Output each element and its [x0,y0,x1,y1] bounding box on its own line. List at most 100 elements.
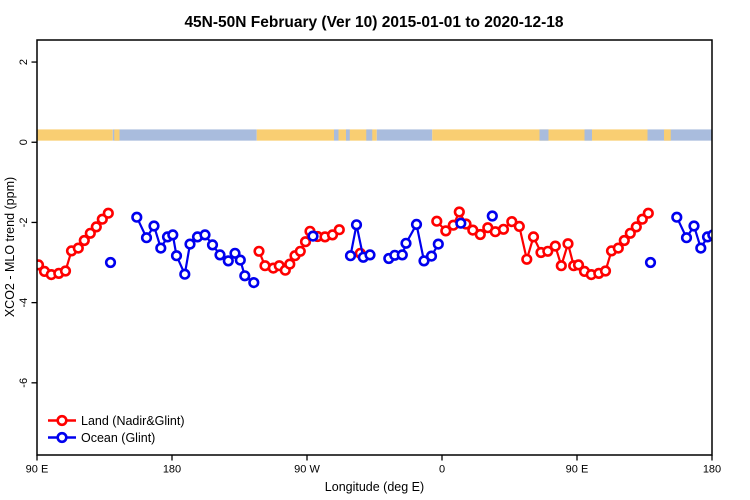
surface-segment-ocean [346,129,350,141]
data-point [618,234,630,247]
surface-segment-ocean [112,129,257,141]
data-point [431,215,443,227]
data-point [84,227,96,239]
data-point [396,249,408,261]
data-point [432,238,444,250]
data-point [400,237,412,249]
data-point [131,211,143,223]
data-point [527,231,540,243]
data-point [307,230,319,242]
data-point [486,210,498,222]
data-point [214,249,226,261]
data-point [350,219,363,231]
surface-segment-land [256,129,334,141]
series-ocean [104,210,712,289]
data-point [440,225,452,237]
data-point [630,221,642,233]
series-land [37,206,654,281]
plot-border [36,39,713,456]
surface-segment-land [338,129,377,141]
surface-segment-ocean [584,129,592,141]
surface-segment-ocean [366,129,373,141]
data-point [644,256,657,269]
x-tick-label: 0 [439,464,445,476]
surface-segment-ocean [539,129,549,141]
legend-label: Ocean (Glint) [81,431,155,445]
surface-segment-land [114,129,120,141]
data-point [140,232,153,244]
data-point [90,221,102,233]
data-point [364,249,376,261]
data-point [688,220,700,232]
data-point [624,227,636,239]
x-tick-label: 90 W [294,464,320,476]
data-point [344,250,357,262]
data-point [167,229,179,241]
legend-marker-icon [56,414,68,427]
data-point [612,242,624,254]
y-tick-label: -6 [18,378,30,388]
data-point [155,242,167,254]
data-point [599,265,612,277]
data-point [299,236,312,248]
data-point [695,242,707,254]
data-point [425,250,438,262]
y-axis-label: XCO2 - MLO trend (ppm) [3,177,17,317]
data-point [453,206,465,218]
data-point [179,268,191,280]
surface-segment-land [37,129,113,141]
data-point [513,220,525,232]
data-point [206,239,219,251]
data-point [59,265,72,277]
data-point [333,224,345,236]
y-tick-label: -2 [18,218,30,228]
data-point [239,270,251,282]
surface-segment-ocean [647,129,712,141]
legend-marker-icon [56,431,68,444]
data-point [253,245,265,257]
data-point [542,245,554,257]
y-tick-label: 0 [18,139,30,145]
data-point [248,277,260,289]
surface-segment-ocean [334,129,339,141]
data-point [102,207,114,219]
data-point [506,216,518,228]
data-point [148,220,160,232]
legend-item-land: Land (Nadir&Glint) [48,414,185,428]
data-point [680,232,693,244]
y-tick-label: -4 [18,298,30,308]
data-point [199,229,211,241]
x-axis-ticks: 90 E 180 90 W 0 90 E 180 [26,455,721,476]
data-point [170,250,183,262]
x-tick-label: 90 E [566,464,589,476]
data-point [521,253,533,265]
data-series-layer [37,206,712,289]
data-point [222,255,234,267]
data-point [234,254,246,266]
data-point [104,256,117,269]
data-point [294,245,306,257]
data-point [410,218,423,230]
data-point [229,247,241,259]
surface-segment-land [664,129,671,141]
x-tick-label: 180 [703,464,721,476]
data-point [549,240,561,252]
x-tick-label: 90 E [26,464,49,476]
data-point [184,238,196,250]
data-point [418,255,430,267]
data-point [671,211,683,223]
x-axis-label: Longitude (deg E) [325,480,424,494]
data-point [707,229,712,241]
y-axis-ticks: 2 0 -2 -4 -6 [18,59,37,388]
data-point [497,223,510,235]
data-point [474,228,486,241]
data-point [284,258,296,270]
data-point [642,207,654,219]
legend-label: Land (Nadir&Glint) [81,414,185,428]
data-point [572,259,585,271]
surface-segment-ocean [376,129,433,141]
data-point [78,234,90,247]
data-point [562,238,574,250]
